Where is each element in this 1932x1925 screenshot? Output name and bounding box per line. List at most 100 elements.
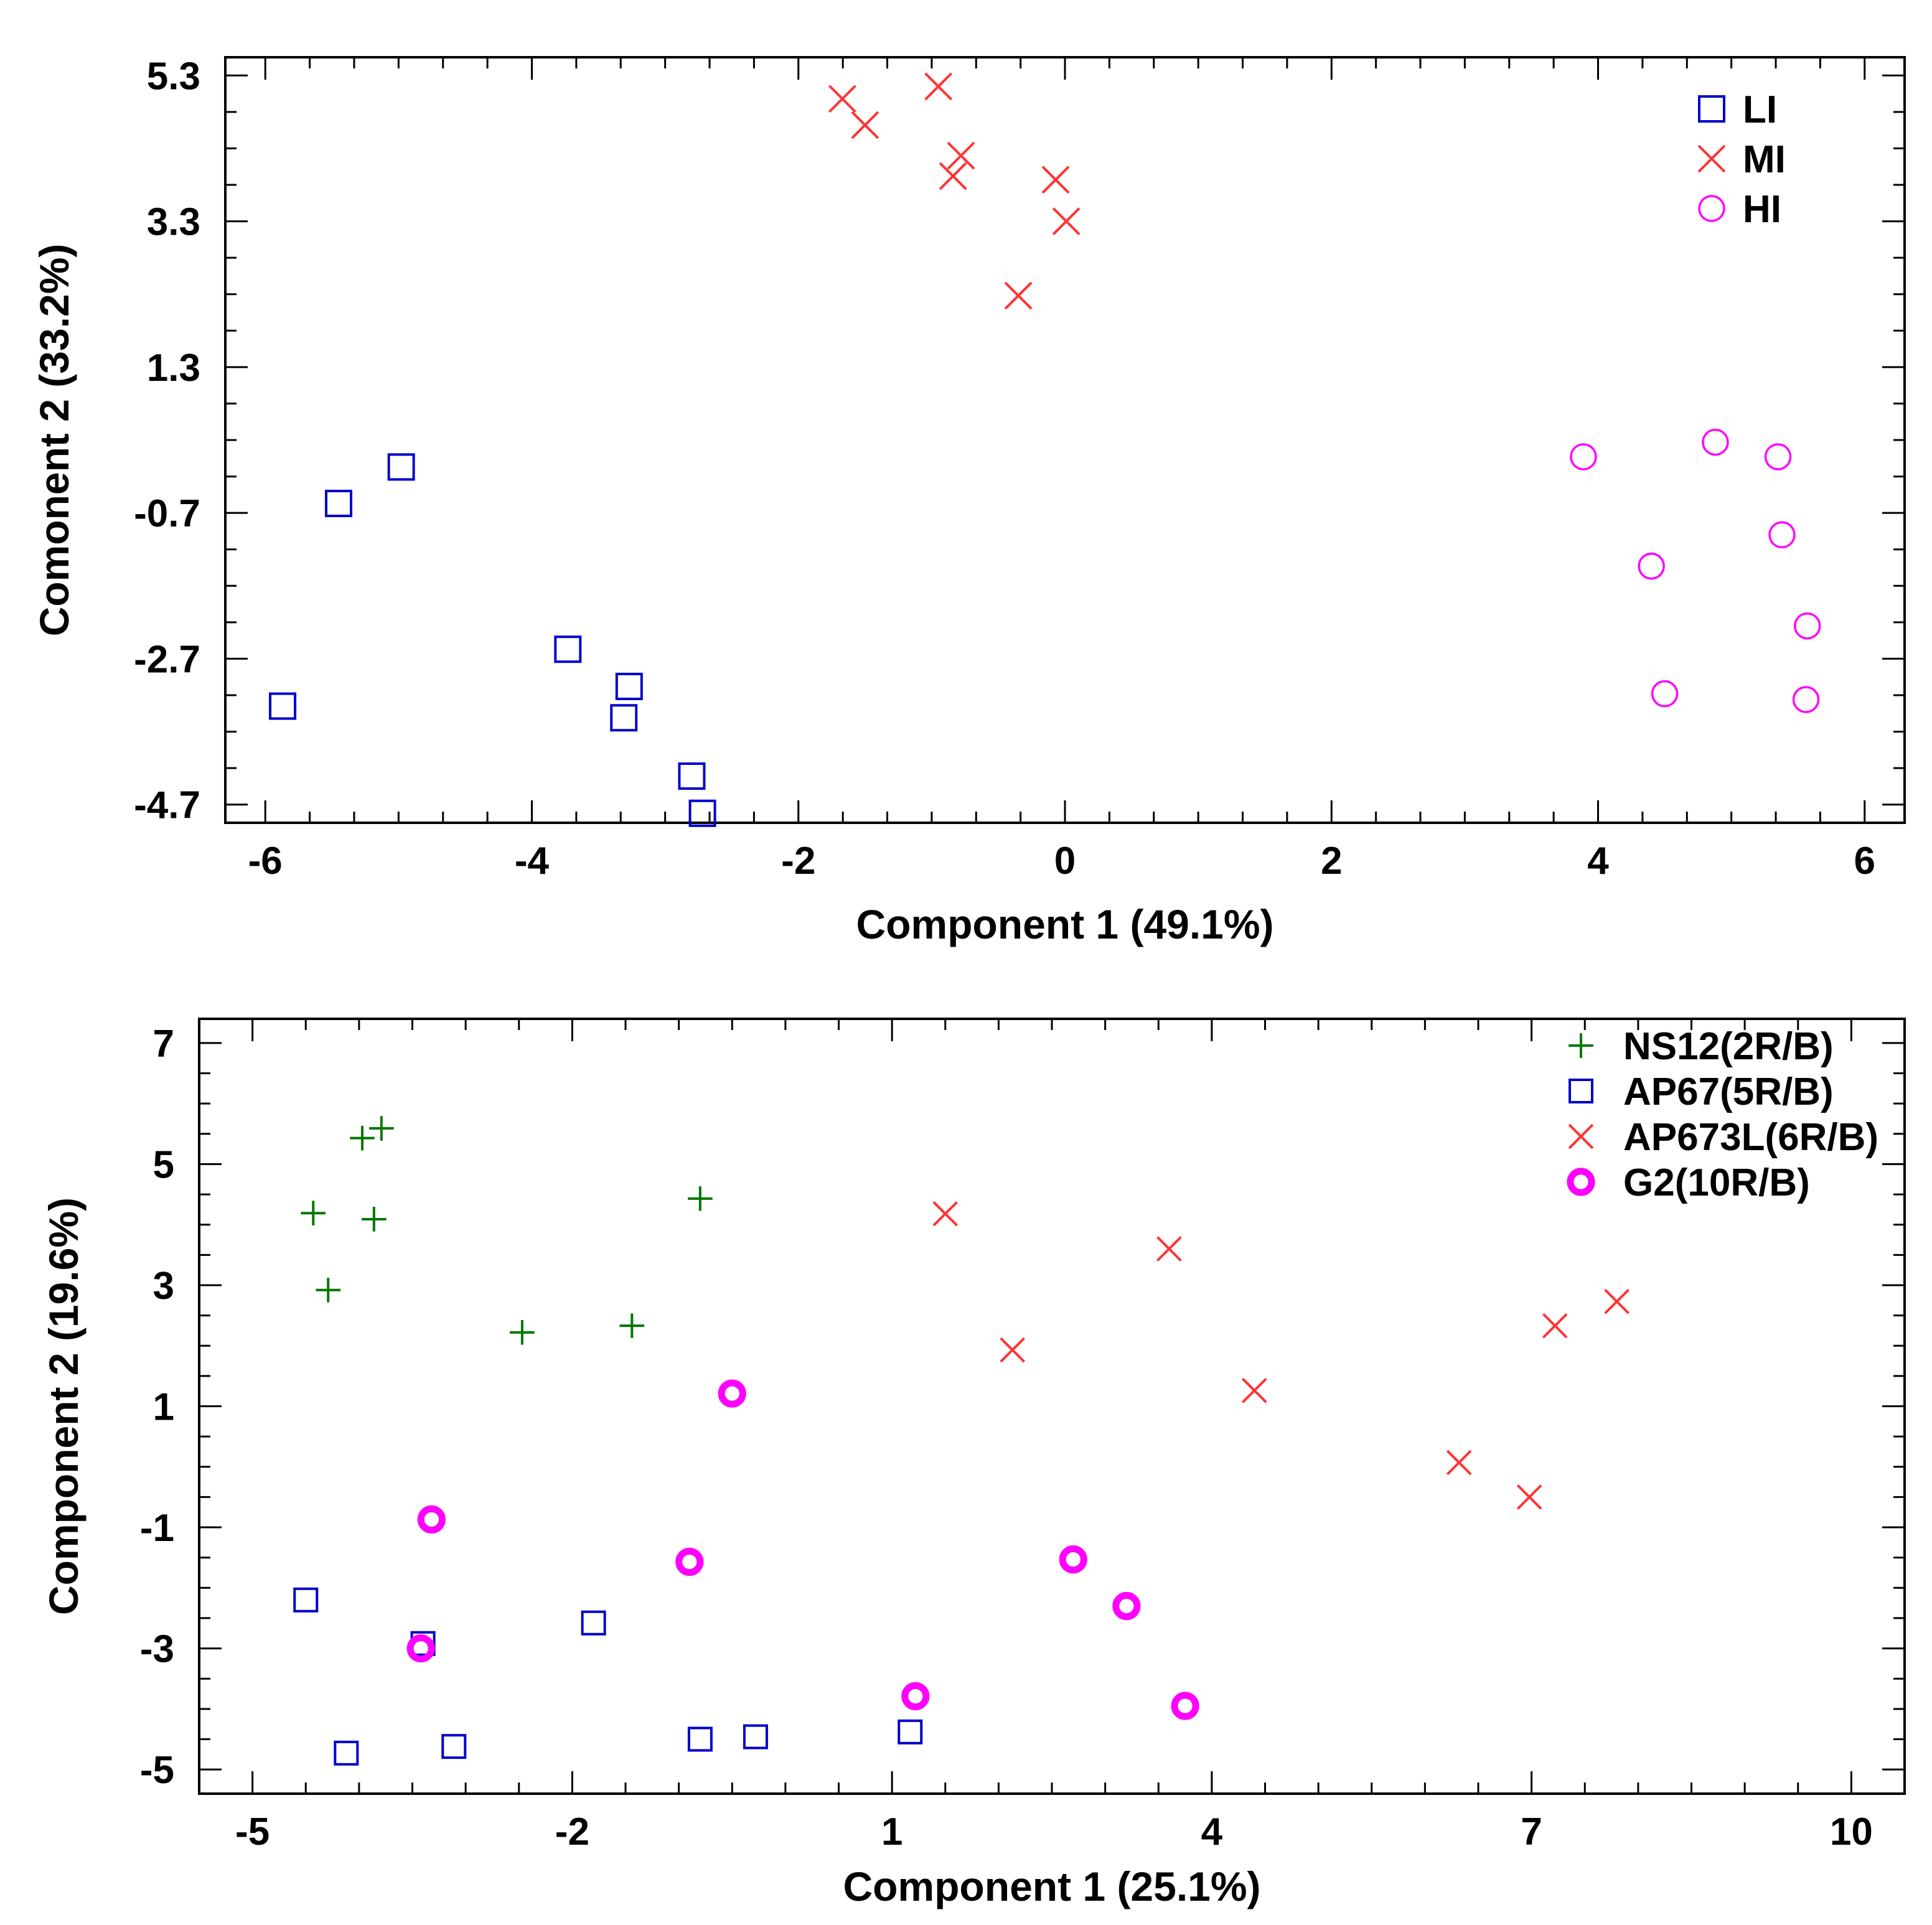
data-point xyxy=(898,1719,923,1745)
data-point xyxy=(615,672,643,700)
x-tick-label: -2 xyxy=(555,1810,589,1853)
data-point xyxy=(743,1724,768,1749)
legend: NS12(2R/B)AP67(5R/B)AP673L(6R/B)G2(10R/B… xyxy=(1567,1025,1878,1204)
x-tick-label: -6 xyxy=(248,840,283,883)
axis-ticks xyxy=(198,1019,1906,1794)
data-point xyxy=(828,85,856,113)
series-2 xyxy=(293,1587,923,1766)
x-tick-label: 6 xyxy=(1854,840,1875,883)
y-tick-label: 3.3 xyxy=(147,201,200,244)
legend-label: MI xyxy=(1743,138,1786,181)
data-point xyxy=(1171,1692,1199,1720)
y-tick-label: -3 xyxy=(140,1628,174,1671)
y-tick-label: -5 xyxy=(140,1749,174,1792)
data-point xyxy=(619,1313,645,1338)
series-1 xyxy=(301,1116,713,1345)
legend: LI MI HI xyxy=(1697,88,1786,231)
y-tick-label: -4.7 xyxy=(134,784,200,827)
x-tick-label: 1 xyxy=(881,1810,903,1853)
data-point xyxy=(1242,1377,1267,1403)
data-point xyxy=(301,1201,326,1226)
y-axis-title: Component 2 (19.6%) xyxy=(40,1197,87,1615)
data-point xyxy=(1041,166,1070,194)
series-4 xyxy=(406,1379,1199,1720)
data-point xyxy=(316,1277,341,1303)
legend-marker xyxy=(1698,195,1725,222)
x-axis-title: Component 1 (49.1%) xyxy=(856,901,1273,947)
data-point xyxy=(387,453,415,481)
x-tick-label: 4 xyxy=(1201,1810,1223,1853)
legend-marker xyxy=(1569,1079,1593,1103)
y-tick-label: -2.7 xyxy=(134,638,200,681)
legend-marker xyxy=(1567,1168,1595,1196)
chart-top: -6 -4 -2 0 2 4 6 5.3 3.3 1.3 -0.7 -2.7 -4.7 Component… xyxy=(31,55,1906,947)
x-tick-label: -5 xyxy=(235,1810,270,1853)
data-point xyxy=(1764,443,1792,471)
legend-label: LI xyxy=(1743,88,1777,131)
y-tick-label: 1.3 xyxy=(147,347,200,390)
data-point xyxy=(1052,207,1081,235)
data-point xyxy=(924,72,952,101)
data-point xyxy=(1638,552,1665,580)
data-point xyxy=(1651,680,1679,708)
legend-marker xyxy=(1569,1033,1593,1058)
data-point xyxy=(510,1320,535,1345)
x-tick-label: 7 xyxy=(1521,1810,1542,1853)
y-tick-label: -0.7 xyxy=(134,492,200,535)
data-point xyxy=(678,762,706,790)
data-point xyxy=(1516,1484,1542,1510)
legend-marker xyxy=(1568,1123,1594,1150)
data-point xyxy=(1793,612,1821,640)
data-point xyxy=(688,799,716,827)
data-point xyxy=(325,489,353,517)
data-point xyxy=(1768,521,1796,549)
data-point xyxy=(1792,686,1820,713)
data-point xyxy=(1004,281,1033,310)
series-3 xyxy=(1570,428,1821,713)
y-tick-label: 7 xyxy=(153,1023,174,1066)
data-point xyxy=(901,1682,930,1711)
data-point xyxy=(350,1125,375,1151)
data-point xyxy=(334,1740,359,1766)
legend-label: AP673L(6R/B) xyxy=(1623,1116,1878,1159)
series-2 xyxy=(828,72,1081,310)
y-tick-label: 5.3 xyxy=(147,55,200,98)
legend-label: G2(10R/B) xyxy=(1623,1161,1810,1204)
data-point xyxy=(610,704,638,732)
x-tick-label: 2 xyxy=(1321,840,1342,883)
data-point xyxy=(675,1547,704,1576)
data-point xyxy=(369,1116,394,1141)
data-point xyxy=(851,111,879,139)
data-point xyxy=(1604,1288,1630,1314)
data-point xyxy=(1542,1313,1568,1339)
legend-label: HI xyxy=(1743,188,1781,231)
chart-bottom: -5 -2 1 4 7 10 7 5 3 1 -1 -3 -5 Component 1 (25.1%) Co… xyxy=(40,1018,1906,1909)
data-point xyxy=(1059,1545,1087,1574)
data-point xyxy=(1156,1236,1182,1262)
x-tick-label: -4 xyxy=(515,840,550,883)
x-tick-label: 10 xyxy=(1830,1810,1873,1853)
data-point xyxy=(718,1379,746,1408)
data-point xyxy=(1702,428,1729,456)
x-axis-title: Component 1 (25.1%) xyxy=(843,1863,1260,1909)
legend-marker xyxy=(1697,144,1726,173)
axis-ticks xyxy=(225,57,1905,823)
data-point xyxy=(362,1207,387,1232)
data-point xyxy=(581,1610,606,1636)
x-tick-label: 4 xyxy=(1587,840,1609,883)
data-point xyxy=(1446,1450,1472,1476)
y-tick-label: 3 xyxy=(153,1265,174,1308)
x-tick-label: -2 xyxy=(781,840,815,883)
data-point xyxy=(406,1634,435,1663)
y-tick-label: 5 xyxy=(153,1143,174,1186)
data-point xyxy=(947,141,975,170)
data-point xyxy=(1000,1337,1025,1363)
data-point xyxy=(269,692,297,720)
data-point xyxy=(417,1505,446,1534)
data-point xyxy=(1570,443,1597,471)
series-1 xyxy=(269,453,716,827)
y-tick-label: 1 xyxy=(153,1386,174,1429)
y-axis-title: Comonent 2 (33.2%) xyxy=(31,244,77,637)
legend-marker xyxy=(1698,95,1725,123)
